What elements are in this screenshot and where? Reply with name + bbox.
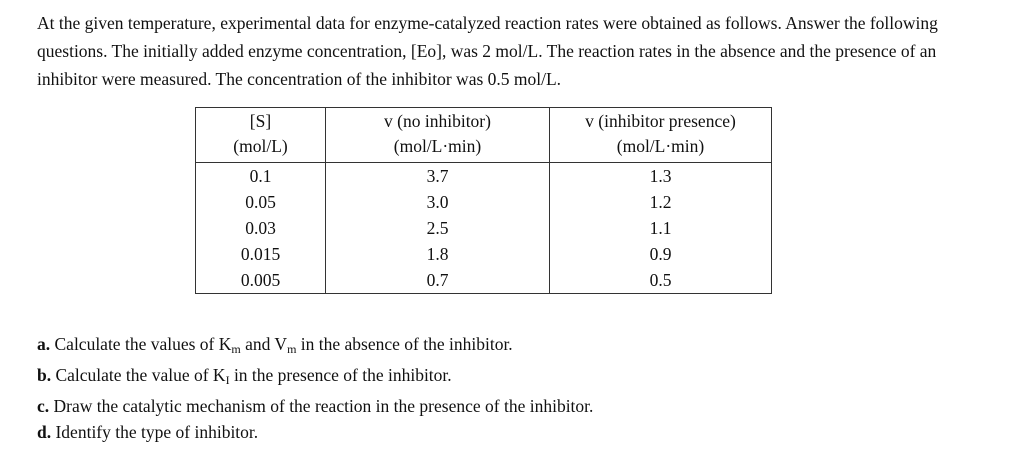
- table-row: 0.03 2.5 1.1: [195, 215, 772, 241]
- table-cell: 0.7: [325, 267, 550, 294]
- question-text: Calculate the value of K: [51, 365, 226, 385]
- question-item-d: d. Identify the type of inhibitor.: [37, 419, 593, 445]
- table-cell: 1.8: [325, 241, 550, 267]
- table-row: 0.05 3.0 1.2: [195, 189, 772, 215]
- header-substrate-concentration: [S] (mol/L): [195, 107, 326, 163]
- question-text: in the absence of the inhibitor.: [296, 334, 513, 354]
- table-cell: 0.05: [195, 189, 326, 215]
- header-rate-no-inhibitor: v (no inhibitor) (mol/L·min): [325, 107, 550, 163]
- header-line1: [S]: [249, 111, 272, 131]
- table-cell: 0.1: [195, 162, 326, 189]
- header-line2: (mol/L·min): [393, 136, 482, 156]
- header-line1: v (inhibitor presence): [585, 111, 736, 131]
- question-letter: d.: [37, 422, 52, 442]
- header-line2: (mol/L): [233, 136, 288, 156]
- question-text: Draw the catalytic mechanism of the reac…: [49, 396, 594, 416]
- question-item-c: c. Draw the catalytic mechanism of the r…: [37, 393, 593, 419]
- table-cell: 0.015: [195, 241, 326, 267]
- header-line2: (mol/L·min): [616, 136, 705, 156]
- question-letter: c.: [37, 396, 50, 416]
- question-text: Calculate the values of K: [50, 334, 232, 354]
- table-row: 0.005 0.7 0.5: [195, 267, 772, 294]
- rate-data-table: [S] (mol/L) v (no inhibitor) (mol/L·min)…: [195, 107, 772, 294]
- question-text: in the presence of the inhibitor.: [229, 365, 452, 385]
- question-letter: a.: [37, 334, 51, 354]
- table-cell: 2.5: [325, 215, 550, 241]
- question-item-b: b. Calculate the value of KI in the pres…: [37, 362, 593, 393]
- table-cell: 3.7: [325, 162, 550, 189]
- table-cell: 0.5: [549, 267, 772, 294]
- intro-paragraph: At the given temperature, experimental d…: [37, 13, 938, 89]
- subscript: m: [287, 342, 297, 356]
- subscript: I: [225, 373, 230, 387]
- data-table-container: [S] (mol/L) v (no inhibitor) (mol/L·min)…: [195, 107, 772, 294]
- table-header-row: [S] (mol/L) v (no inhibitor) (mol/L·min)…: [195, 107, 772, 163]
- question-letter: b.: [37, 365, 52, 385]
- table-cell: 0.9: [549, 241, 772, 267]
- header-line1: v (no inhibitor): [384, 111, 491, 131]
- subscript: m: [231, 342, 241, 356]
- table-cell: 1.3: [549, 162, 772, 189]
- table-row: 0.015 1.8 0.9: [195, 241, 772, 267]
- question-item-a: a. Calculate the values of Km and Vm in …: [37, 331, 593, 362]
- table-cell: 3.0: [325, 189, 550, 215]
- table-row: 0.1 3.7 1.3: [195, 162, 772, 189]
- table-cell: 0.005: [195, 267, 326, 294]
- table-cell: 1.2: [549, 189, 772, 215]
- question-list: a. Calculate the values of Km and Vm in …: [37, 331, 593, 445]
- question-text: and V: [240, 334, 288, 354]
- question-text: Identify the type of inhibitor.: [51, 422, 259, 442]
- table-cell: 1.1: [549, 215, 772, 241]
- table-cell: 0.03: [195, 215, 326, 241]
- header-rate-inhibitor: v (inhibitor presence) (mol/L·min): [549, 107, 772, 163]
